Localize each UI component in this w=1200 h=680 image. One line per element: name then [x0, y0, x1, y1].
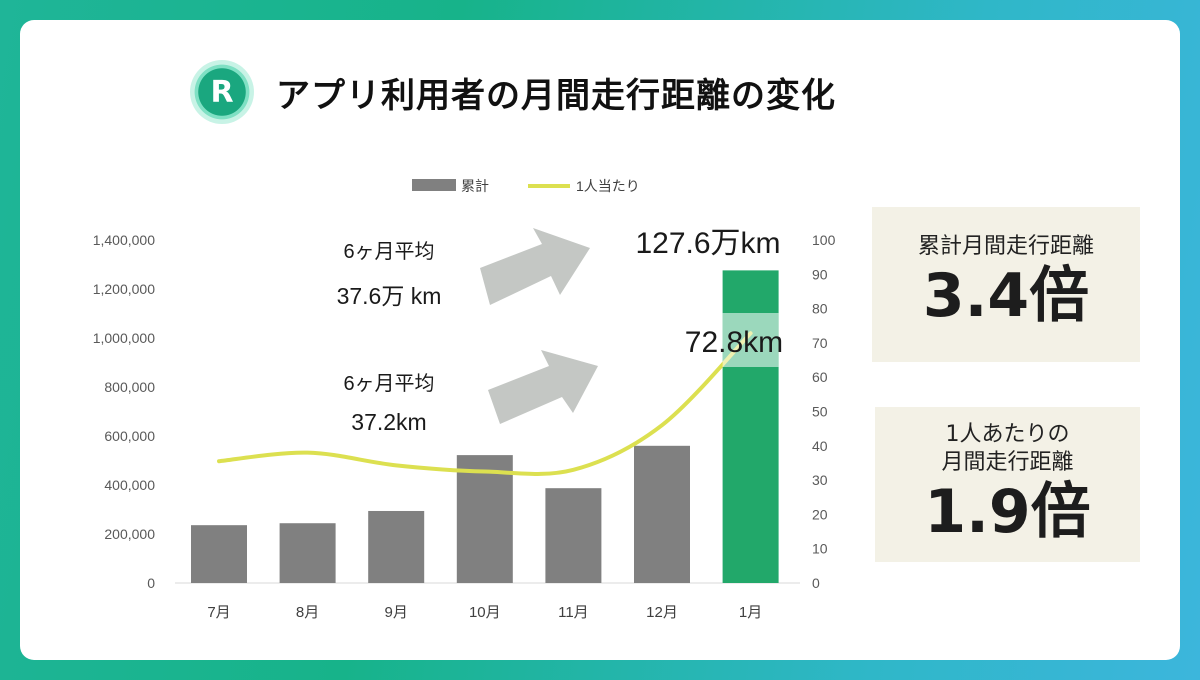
- x-tick-label: 10月: [469, 604, 501, 621]
- right-tick-label: 60: [812, 369, 828, 385]
- total-ratio-box: 累計月間走行距離 3.4倍: [872, 207, 1140, 362]
- upper-avg-value: 37.6万 km: [337, 283, 442, 309]
- lower-avg-value: 37.2km: [351, 409, 426, 435]
- bar: [634, 445, 690, 583]
- right-tick-label: 70: [812, 335, 828, 351]
- left-tick-label: 1,000,000: [93, 330, 155, 346]
- x-tick-label: 9月: [385, 604, 408, 621]
- per-person-label-1: 1人あたりの: [945, 422, 1070, 447]
- page-title: アプリ利用者の月間走行距離の変化: [276, 75, 836, 116]
- right-tick-label: 50: [812, 404, 828, 420]
- right-tick-label: 30: [812, 472, 828, 488]
- line-peak-label: 72.8km: [685, 326, 783, 359]
- left-tick-label: 1,200,000: [93, 281, 155, 297]
- per-person-ratio-value: 1.9倍: [924, 477, 1091, 547]
- left-tick-label: 400,000: [104, 477, 155, 493]
- left-tick-label: 1,400,000: [93, 232, 155, 248]
- right-tick-label: 10: [812, 541, 828, 557]
- upper-avg-label: 6ヶ月平均: [343, 240, 434, 263]
- peak-label-highlight: [722, 313, 779, 367]
- left-tick-label: 200,000: [104, 526, 155, 542]
- legend-label-bar: 累計: [461, 178, 489, 194]
- logo-icon: R: [190, 60, 254, 124]
- header: R アプリ利用者の月間走行距離の変化: [190, 52, 836, 132]
- total-ratio-label: 累計月間走行距離: [917, 234, 1094, 259]
- x-tick-label: 7月: [207, 604, 230, 621]
- per-person-label-2: 月間走行距離: [941, 450, 1074, 475]
- arrow-lower: [488, 350, 598, 424]
- bar: [368, 510, 425, 583]
- legend-swatch-bar: [412, 179, 456, 191]
- right-tick-label: 80: [812, 301, 828, 317]
- per-person-ratio-box: 1人あたりの 月間走行距離 1.9倍: [875, 407, 1140, 562]
- logo-letter: R: [210, 74, 234, 110]
- right-tick-label: 20: [812, 506, 828, 522]
- legend-label-line: 1人当たり: [576, 178, 640, 194]
- total-ratio-value: 3.4倍: [922, 261, 1090, 331]
- left-tick-label: 800,000: [104, 379, 155, 395]
- x-tick-label: 1月: [739, 604, 762, 621]
- lower-avg-label: 6ヶ月平均: [343, 372, 434, 395]
- right-tick-label: 0: [812, 575, 820, 591]
- left-tick-label: 0: [147, 575, 155, 591]
- left-tick-label: 600,000: [104, 428, 155, 444]
- arrow-upper: [480, 228, 590, 305]
- right-tick-label: 90: [812, 266, 828, 282]
- right-tick-label: 100: [812, 232, 836, 248]
- x-tick-label: 12月: [646, 604, 678, 621]
- bar: [191, 525, 247, 583]
- per-person-line: [217, 331, 753, 476]
- x-tick-label: 11月: [558, 604, 589, 621]
- bar: [456, 455, 513, 583]
- bar: [279, 523, 336, 583]
- x-tick-label: 8月: [296, 604, 319, 621]
- bar: [545, 488, 602, 583]
- bar-peak-label: 127.6万km: [635, 227, 780, 260]
- right-tick-label: 40: [812, 438, 828, 454]
